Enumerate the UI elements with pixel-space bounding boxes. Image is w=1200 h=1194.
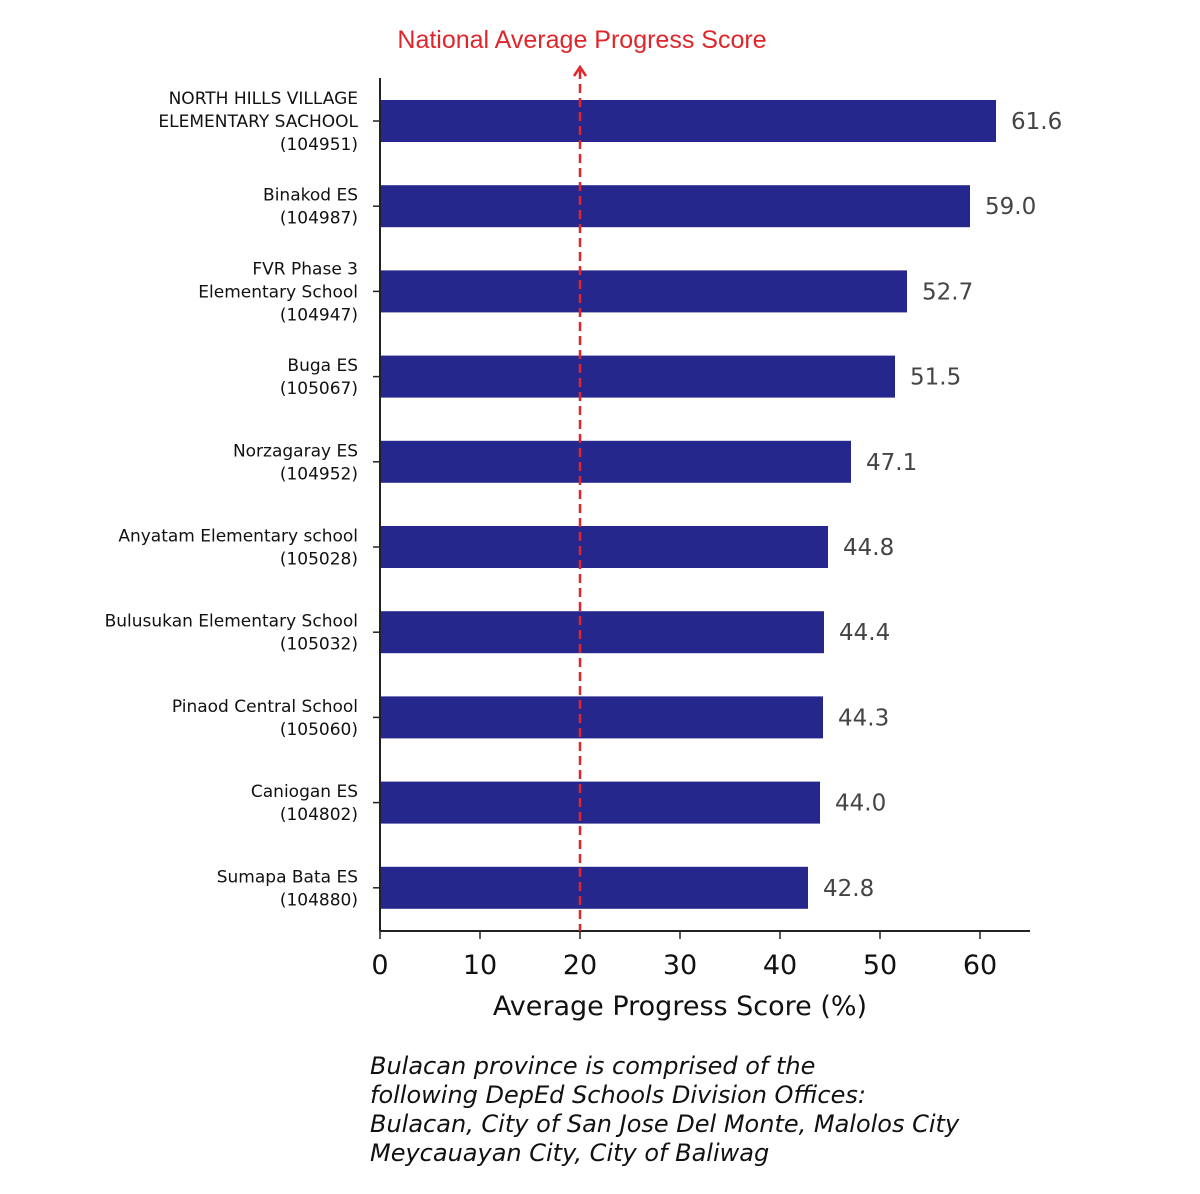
data-label: 44.0 (835, 791, 886, 817)
data-label: 44.3 (838, 705, 889, 731)
footnote-line: Bulacan, City of San Jose Del Monte, Mal… (370, 1110, 960, 1138)
bar (380, 611, 824, 654)
bar (380, 270, 907, 313)
y-tick-label: Bulusukan Elementary School (105, 612, 358, 632)
footnote-line: Meycauayan City, City of Baliwag (370, 1139, 770, 1167)
y-tick-label: Binakod ES (263, 186, 358, 206)
y-tick-label: (104952) (280, 464, 358, 484)
y-tick-label: (104947) (280, 305, 358, 325)
x-tick-label: 60 (963, 950, 997, 981)
y-tick-label: (104880) (280, 890, 358, 910)
y-tick-label: Sumapa Bata ES (217, 867, 358, 887)
bar (380, 526, 828, 568)
y-tick-label: (105028) (280, 550, 358, 570)
y-tick-label: Pinaod Central School (172, 697, 358, 717)
reference-line-label: National Average Progress Score (397, 26, 766, 54)
x-tick-label: 50 (863, 950, 897, 981)
bar (380, 355, 895, 398)
y-tick-label: (105060) (280, 720, 358, 740)
data-label: 52.7 (922, 279, 973, 305)
x-tick-label: 10 (463, 950, 497, 981)
data-label: 61.6 (1011, 109, 1062, 135)
x-tick-label: 0 (371, 950, 388, 981)
data-label: 44.4 (839, 620, 890, 646)
data-label: 44.8 (843, 535, 894, 561)
x-tick-label: 20 (563, 950, 597, 981)
arrow-up-icon (572, 64, 588, 77)
y-tick-label: (105067) (280, 379, 358, 399)
y-tick-label: Elementary School (198, 282, 358, 302)
bar (380, 440, 851, 483)
data-label: 51.5 (910, 365, 961, 391)
bar-chart: 61.6 59.0 52.7 51.5 47.1 44.8 44.4 44.3 44.0 42.8… (105, 26, 1063, 1022)
y-tick-label: (105032) (280, 635, 358, 655)
x-tick-label: 40 (763, 950, 797, 981)
footnote-line: following DepEd Schools Division Offices… (370, 1081, 866, 1109)
y-tick-label: ELEMENTARY SACHOOL (158, 112, 358, 132)
y-tick-label: FVR Phase 3 (252, 259, 358, 279)
data-label: 42.8 (823, 876, 874, 902)
bar (380, 185, 970, 228)
footnote: Bulacan province is comprised of the fol… (370, 1052, 959, 1168)
footnote-line: Bulacan province is comprised of the (370, 1052, 816, 1080)
bar (380, 866, 808, 909)
bar (380, 100, 996, 142)
y-tick-label: Norzagaray ES (233, 441, 358, 461)
y-tick-label: (104951) (280, 135, 358, 155)
y-tick-label: (104987) (280, 209, 358, 229)
y-tick-label: Anyatam Elementary school (118, 527, 358, 547)
x-axis-label: Average Progress Score (%) (493, 991, 867, 1022)
y-tick-label: (104802) (280, 805, 358, 825)
data-label: 59.0 (985, 194, 1036, 220)
y-tick-label: NORTH HILLS VILLAGE (169, 89, 358, 109)
y-tick-label: Caniogan ES (251, 782, 358, 802)
y-tick-label: Buga ES (287, 356, 358, 376)
data-label: 47.1 (866, 450, 917, 476)
x-tick-label: 30 (663, 950, 697, 981)
bar (380, 696, 823, 739)
bar (380, 781, 820, 824)
